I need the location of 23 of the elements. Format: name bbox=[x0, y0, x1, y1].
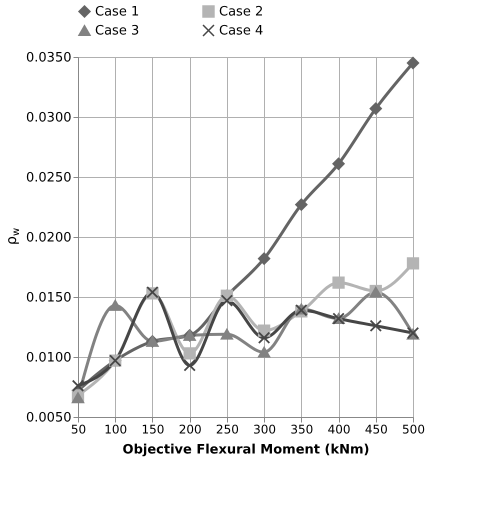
legend-label: Case 3 bbox=[95, 24, 140, 38]
y-tick-label: 0.0300 bbox=[26, 110, 72, 126]
y-tick-label: 0.0200 bbox=[26, 230, 72, 246]
y-tick-label: 0.0050 bbox=[26, 410, 72, 426]
y-axis-title: ρw bbox=[4, 228, 22, 245]
y-tick-label: 0.0350 bbox=[26, 50, 72, 66]
x-tick-label: 50 bbox=[70, 422, 86, 436]
legend-label: Case 2 bbox=[219, 4, 264, 20]
x-tick-label: 250 bbox=[216, 422, 239, 436]
x-axis-title: Objective Flexural Moment (kNm) bbox=[122, 442, 370, 458]
legend-label: Case 4 bbox=[219, 24, 264, 38]
x-tick-label: 200 bbox=[178, 422, 202, 436]
x-tick-label: 150 bbox=[141, 422, 164, 436]
x-tick-label: 400 bbox=[328, 422, 351, 436]
x-tick-label: 100 bbox=[104, 422, 128, 436]
x-tick-label: 350 bbox=[290, 422, 314, 436]
x-tick-label: 500 bbox=[402, 422, 425, 436]
y-tick-label: 0.0150 bbox=[26, 290, 72, 306]
x-tick-label: 450 bbox=[364, 422, 388, 436]
legend-label: Case 1 bbox=[95, 4, 140, 20]
x-tick-label: 300 bbox=[253, 422, 276, 436]
y-tick-label: 0.0100 bbox=[26, 350, 72, 366]
y-tick-label: 0.0250 bbox=[26, 170, 72, 186]
